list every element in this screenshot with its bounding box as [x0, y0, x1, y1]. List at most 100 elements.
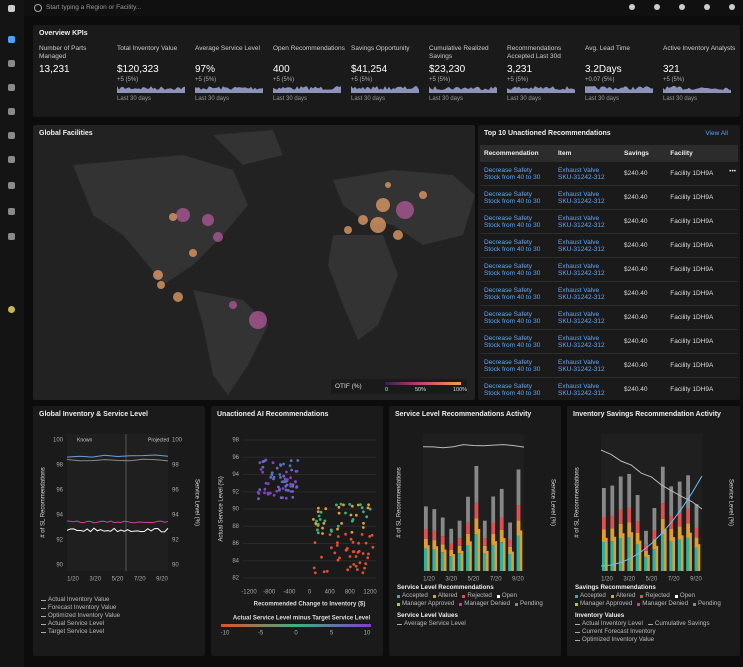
legend-swatch [41, 623, 46, 625]
column-header: Item [554, 145, 620, 162]
cell: Facility 1DH9A [666, 305, 738, 330]
sidebar [0, 0, 24, 667]
top-icon[interactable] [629, 4, 635, 10]
scatter-point [321, 526, 324, 530]
legend-item[interactable]: Pending [693, 600, 721, 608]
scatter-point [351, 540, 355, 544]
nav-alerts[interactable] [8, 156, 15, 163]
legend-item[interactable]: Manager Denied [637, 600, 688, 608]
legend-items: Actual Inventory Value Forecast Inventory… [41, 596, 201, 636]
kpi-card: Avg. Lead Time 3.2Days +0.07 (5%) Last 30 d… [585, 45, 661, 115]
cell: Facility 1DH9A [666, 233, 738, 258]
x-tick-label: 400 [325, 590, 336, 596]
nav-docs[interactable] [8, 208, 15, 215]
table-row[interactable]: Decrease Safety Stock from 40 to 30 Exhau… [480, 257, 738, 282]
legend-ticks: 0 50% 100% [385, 387, 467, 394]
legend-item[interactable]: Actual Inventory Value [41, 596, 201, 604]
legend-swatch [575, 631, 580, 633]
table-row[interactable]: Decrease Safety Stock from 40 to 30 Exhau… [480, 209, 738, 234]
legend-item[interactable]: Accepted [397, 592, 428, 600]
x-tick-label: 3/20 [623, 577, 635, 583]
table-row[interactable]: Decrease Safety Stock from 40 to 30 Exhau… [480, 281, 738, 306]
annotation: Projected [148, 437, 169, 443]
bar-segment [669, 486, 674, 516]
legend-item[interactable]: Cumulative Savings [647, 620, 710, 628]
bar-segment [440, 536, 445, 545]
nav-table[interactable] [8, 132, 15, 139]
bar-segment [432, 540, 437, 550]
legend-item[interactable]: Optimized Inventory Value [575, 636, 654, 644]
cell: $240.40 [620, 233, 667, 258]
table-row[interactable]: Decrease Safety Stock from 40 to 30 Exhau… [480, 185, 738, 210]
user-avatar[interactable] [8, 306, 15, 313]
legend-item[interactable]: Pending [515, 600, 543, 608]
facility-bubble [344, 226, 352, 234]
top-icon[interactable] [679, 4, 685, 10]
bar-segment [432, 509, 437, 531]
nav-reports[interactable] [8, 233, 15, 240]
table-row[interactable]: Decrease Safety Stock from 40 to 30 Exhau… [480, 329, 738, 354]
legend-item[interactable]: Optimized Inventory Value [41, 612, 201, 620]
bar-segment [482, 553, 487, 571]
legend-item[interactable]: Actual Service Level [41, 620, 201, 628]
scatter-point [281, 487, 285, 490]
legend-item[interactable]: Open [496, 592, 517, 600]
bar-segment [669, 541, 674, 571]
scatter-point [289, 484, 292, 488]
scatter-point [362, 521, 365, 525]
top-icon[interactable] [654, 4, 660, 10]
legend-item[interactable]: Average Service Level [397, 620, 466, 628]
nav-network[interactable] [8, 60, 15, 67]
nav-shipping[interactable] [8, 108, 15, 115]
y-tick-label: 98 [56, 463, 63, 469]
scatter-point [339, 502, 343, 506]
table-row[interactable]: Decrease Safety Stock from 40 to 30 Exhau… [480, 377, 738, 400]
view-all-link[interactable]: View All [705, 130, 728, 137]
cell: Facility 1DH9A [666, 209, 738, 234]
table-row[interactable]: Decrease Safety Stock from 40 to 30 Exhau… [480, 161, 738, 186]
legend-item[interactable]: Manager Denied [459, 600, 510, 608]
scatter-point [336, 541, 339, 544]
legend-item[interactable]: Manager Approved [575, 600, 632, 608]
legend-label[interactable]: OTIF (%) [335, 383, 362, 390]
top-icon[interactable] [704, 4, 710, 10]
legend-item[interactable]: Target Service Level [41, 628, 201, 636]
kpi-card: Average Service Level 97% +5 (5%) Last 30 d… [195, 45, 271, 115]
legend-item[interactable]: Accepted [575, 592, 606, 600]
top-icon[interactable] [729, 4, 735, 10]
cell: $240.40 [620, 257, 667, 282]
legend-item[interactable]: Rejected [640, 592, 670, 600]
y-tick-label: 92 [56, 538, 63, 544]
table-row[interactable]: Decrease Safety Stock from 40 to 30 Exhau… [480, 353, 738, 378]
legend-item[interactable]: Actual Inventory Level [575, 620, 643, 628]
legend-item[interactable]: Current Forecast Inventory [575, 628, 656, 636]
scatter-point [295, 485, 299, 489]
scatter-point [283, 477, 287, 481]
cell: Facility 1DH9A [666, 353, 738, 378]
table-row[interactable]: Decrease Safety Stock from 40 to 30 Exhau… [480, 305, 738, 330]
y2-tick-label: 100 [172, 438, 183, 444]
header-row: Recommendation Item Savings Facility [480, 145, 738, 162]
colorbar-tick: -5 [258, 631, 264, 637]
bar-segment [627, 473, 632, 508]
legend-item[interactable]: Altered [432, 592, 457, 600]
row-menu[interactable]: ••• [729, 168, 736, 175]
legend-item[interactable]: Altered [610, 592, 635, 600]
table-row[interactable]: Decrease Safety Stock from 40 to 30 Exhau… [480, 233, 738, 258]
legend-item[interactable]: Manager Approved [397, 600, 454, 608]
legend-item[interactable]: Open [674, 592, 695, 600]
legend-item[interactable]: Forecast Inventory Value [41, 604, 201, 612]
scatter-point [348, 503, 352, 506]
scatter-point [316, 510, 320, 513]
bar-segment [491, 544, 496, 571]
bar [435, 546, 439, 571]
panel-title: Unactioned AI Recommendations [217, 411, 329, 418]
nav-settings[interactable] [8, 182, 15, 189]
bar-segment [466, 545, 470, 571]
search-input[interactable]: Start typing a Region or Facility... [46, 4, 142, 11]
nav-location[interactable] [8, 84, 15, 91]
nav-home[interactable] [8, 36, 15, 43]
scatter-point [291, 495, 295, 499]
legend-item[interactable]: Rejected [462, 592, 492, 600]
x-tick-label: -1200 [241, 590, 257, 596]
